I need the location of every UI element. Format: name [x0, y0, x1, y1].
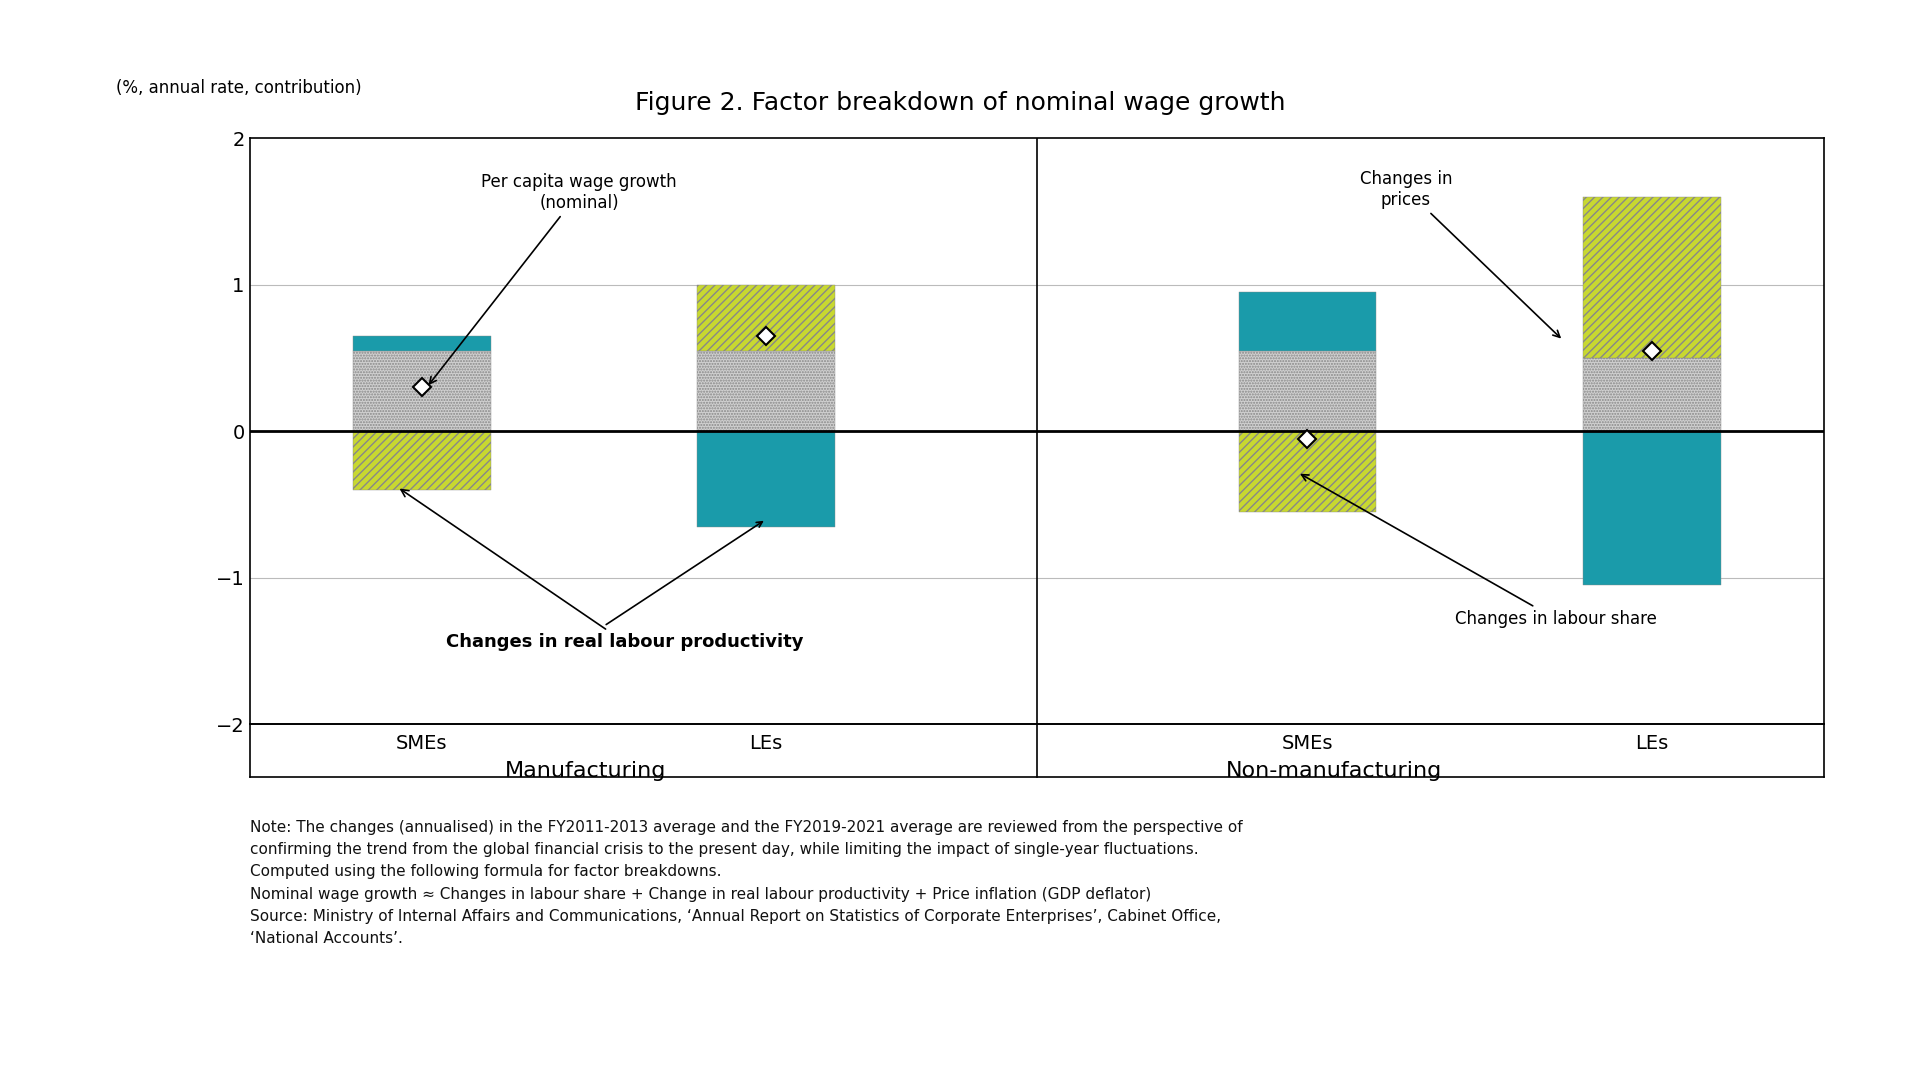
Text: Changes in labour share: Changes in labour share	[1302, 475, 1657, 628]
Bar	[1582, 358, 1720, 431]
Bar	[353, 337, 492, 350]
Bar	[697, 431, 835, 526]
Bar	[1238, 350, 1377, 431]
Bar	[1238, 431, 1377, 512]
Text: Note: The changes (annualised) in the FY2011-2013 average and the FY2019-2021 av: Note: The changes (annualised) in the FY…	[250, 820, 1242, 946]
Bar	[697, 350, 835, 431]
Text: Per capita wage growth
(nominal): Per capita wage growth (nominal)	[430, 173, 678, 383]
Bar	[353, 431, 492, 490]
Bar	[353, 350, 492, 431]
Text: Changes in real labour productivity: Changes in real labour productivity	[401, 490, 804, 652]
Text: Non-manufacturing: Non-manufacturing	[1227, 761, 1442, 782]
Text: Manufacturing: Manufacturing	[505, 761, 666, 782]
Bar	[1582, 431, 1720, 585]
Bar	[1582, 197, 1720, 358]
Bar	[1238, 292, 1377, 350]
Text: (%, annual rate, contribution): (%, annual rate, contribution)	[115, 80, 361, 98]
Text: Changes in
prices: Changes in prices	[1359, 170, 1559, 338]
Bar	[697, 285, 835, 350]
Text: Figure 2. Factor breakdown of nominal wage growth: Figure 2. Factor breakdown of nominal wa…	[636, 91, 1284, 115]
